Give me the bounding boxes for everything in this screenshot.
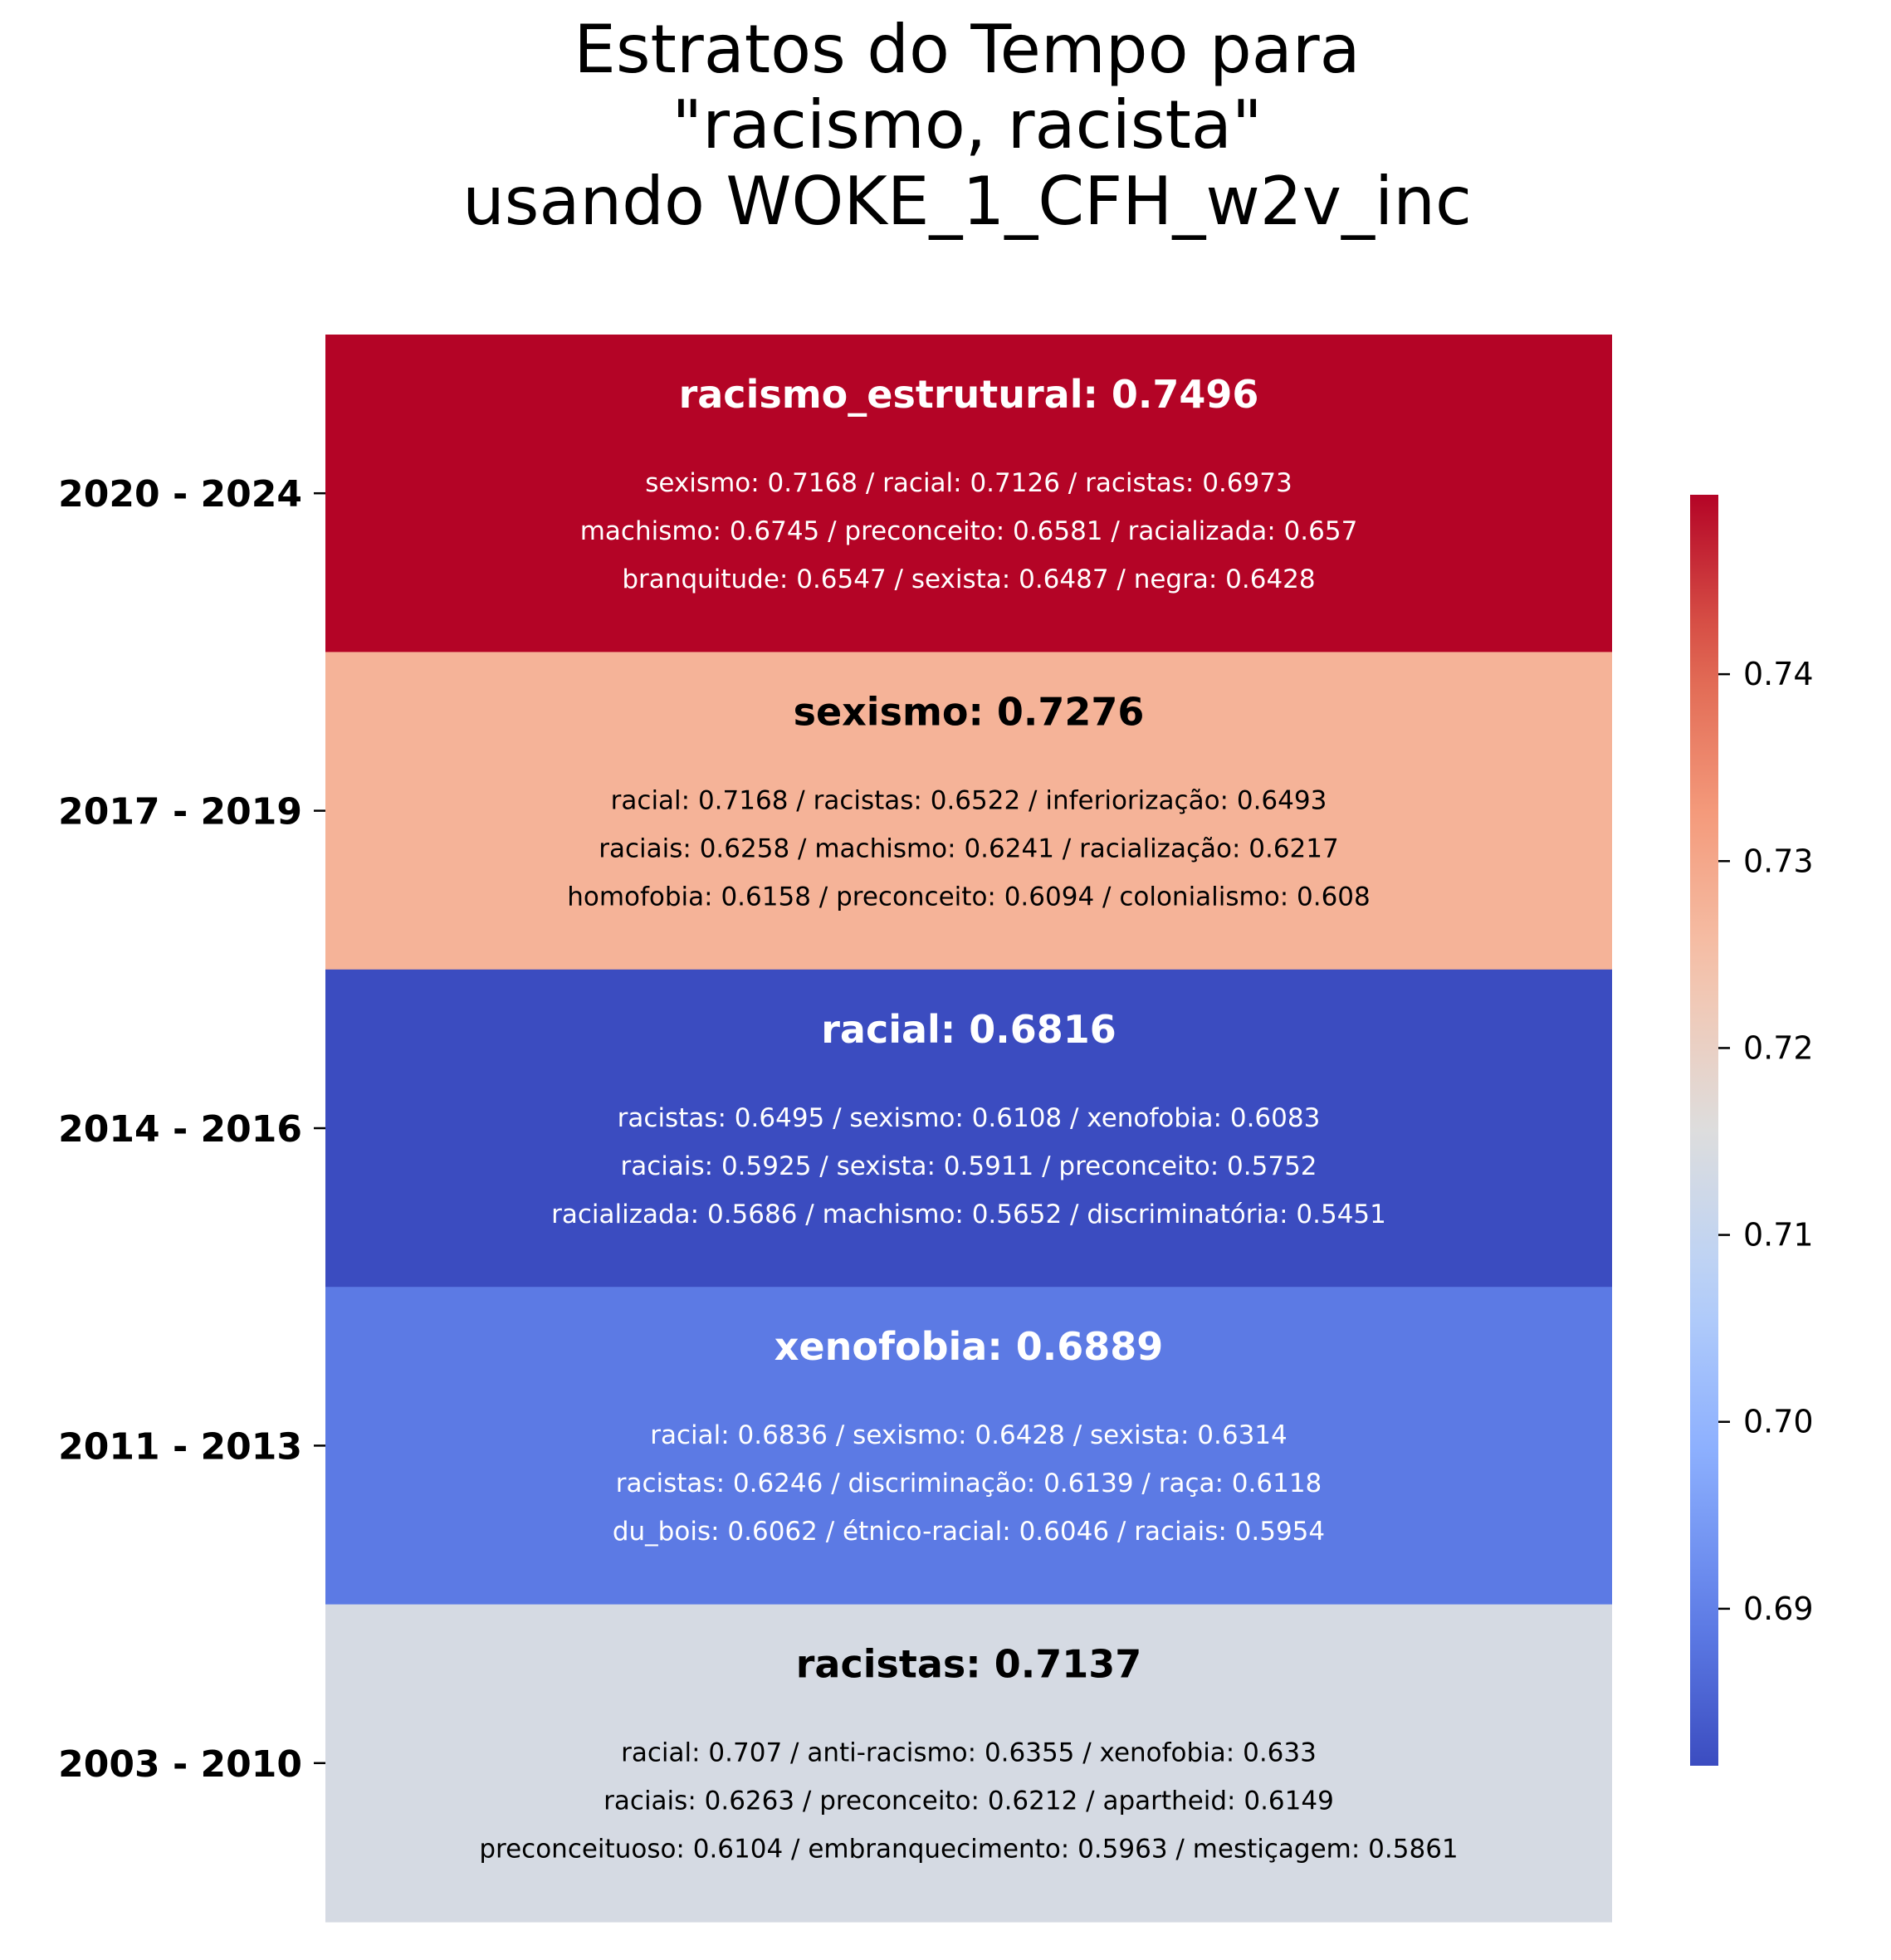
heatmap-row: racistas: 0.7137 racial: 0.707 / anti-rac… bbox=[325, 1604, 1612, 1923]
cell-neighbor-line: racistas: 0.6246 / discriminação: 0.6139… bbox=[616, 1469, 1322, 1498]
cell-title: racismo_estrutural: 0.7496 bbox=[679, 372, 1259, 417]
heatmap-cell bbox=[325, 1287, 1612, 1606]
heatmap-cell bbox=[325, 335, 1612, 653]
heatmap-cell bbox=[325, 1604, 1612, 1923]
heatmap-rows: racismo_estrutural: 0.7496 sexismo: 0.716… bbox=[325, 335, 1612, 1923]
cell-neighbor-line: preconceituoso: 0.6104 / embranqueciment… bbox=[479, 1835, 1458, 1865]
colorbar-tick-label: 0.70 bbox=[1743, 1404, 1814, 1440]
cell-neighbor-line: racistas: 0.6495 / sexismo: 0.6108 / xen… bbox=[618, 1103, 1321, 1133]
chart-title-line-2: "racismo, racista" bbox=[672, 86, 1262, 164]
colorbar-tick-label: 0.71 bbox=[1743, 1217, 1814, 1254]
heatmap-row: racismo_estrutural: 0.7496 sexismo: 0.716… bbox=[325, 335, 1612, 653]
y-tick-label: 2017 - 2019 bbox=[58, 791, 302, 833]
chart-title-line-3: usando WOKE_1_CFH_w2v_inc bbox=[462, 163, 1472, 240]
chart-title: Estratos do Tempo para "racismo, racista… bbox=[462, 11, 1472, 240]
heatmap-cell bbox=[325, 652, 1612, 970]
cell-neighbor-line: racial: 0.6836 / sexismo: 0.6428 / sexis… bbox=[650, 1420, 1288, 1450]
colorbar-tick-label: 0.74 bbox=[1743, 656, 1814, 692]
cell-neighbor-line: machismo: 0.6745 / preconceito: 0.6581 /… bbox=[580, 516, 1358, 546]
y-tick-label: 2020 - 2024 bbox=[58, 473, 302, 516]
heatmap-row: sexismo: 0.7276 racial: 0.7168 / racistas… bbox=[325, 652, 1612, 970]
cell-title: racial: 0.6816 bbox=[821, 1007, 1117, 1052]
y-tick-label: 2003 - 2010 bbox=[58, 1743, 302, 1786]
cell-title: xenofobia: 0.6889 bbox=[774, 1324, 1164, 1369]
cell-neighbor-line: racializada: 0.5686 / machismo: 0.5652 /… bbox=[551, 1200, 1386, 1229]
heatmap-row: xenofobia: 0.6889 racial: 0.6836 / sexism… bbox=[325, 1287, 1612, 1606]
cell-neighbor-line: du_bois: 0.6062 / étnico-racial: 0.6046 … bbox=[613, 1517, 1325, 1547]
cell-neighbor-line: sexismo: 0.7168 / racial: 0.7126 / racis… bbox=[645, 468, 1292, 498]
colorbar: 0.69 0.70 0.71 0.72 0.73 0.74 bbox=[1690, 495, 1814, 1766]
y-tick-label: 2014 - 2016 bbox=[58, 1108, 302, 1151]
colorbar-tick-label: 0.72 bbox=[1743, 1029, 1814, 1066]
cell-neighbor-line: racial: 0.7168 / racistas: 0.6522 / infe… bbox=[611, 785, 1327, 815]
cell-title: racistas: 0.7137 bbox=[796, 1642, 1141, 1687]
chart-title-line-1: Estratos do Tempo para bbox=[574, 11, 1360, 88]
colorbar-tick-label: 0.73 bbox=[1743, 843, 1814, 879]
cell-title: sexismo: 0.7276 bbox=[794, 689, 1145, 734]
heatmap-row: racial: 0.6816 racistas: 0.6495 / sexismo… bbox=[325, 969, 1612, 1288]
cell-neighbor-line: branquitude: 0.6547 / sexista: 0.6487 / … bbox=[622, 565, 1315, 594]
colorbar-ticks: 0.69 0.70 0.71 0.72 0.73 0.74 bbox=[1718, 656, 1814, 1627]
cell-neighbor-line: raciais: 0.6263 / preconceito: 0.6212 / … bbox=[603, 1786, 1334, 1816]
y-axis: 2020 - 2024 2017 - 2019 2014 - 2016 2011 - … bbox=[58, 473, 325, 1786]
y-tick-label: 2011 - 2013 bbox=[58, 1425, 302, 1468]
cell-neighbor-line: racial: 0.707 / anti-racismo: 0.6355 / x… bbox=[621, 1738, 1317, 1768]
heatmap-cell bbox=[325, 969, 1612, 1288]
colorbar-gradient bbox=[1690, 495, 1718, 1766]
colorbar-tick-label: 0.69 bbox=[1743, 1591, 1814, 1627]
cell-neighbor-line: homofobia: 0.6158 / preconceito: 0.6094 … bbox=[567, 882, 1371, 912]
cell-neighbor-line: raciais: 0.5925 / sexista: 0.5911 / prec… bbox=[620, 1151, 1317, 1181]
cell-neighbor-line: raciais: 0.6258 / machismo: 0.6241 / rac… bbox=[599, 833, 1338, 863]
